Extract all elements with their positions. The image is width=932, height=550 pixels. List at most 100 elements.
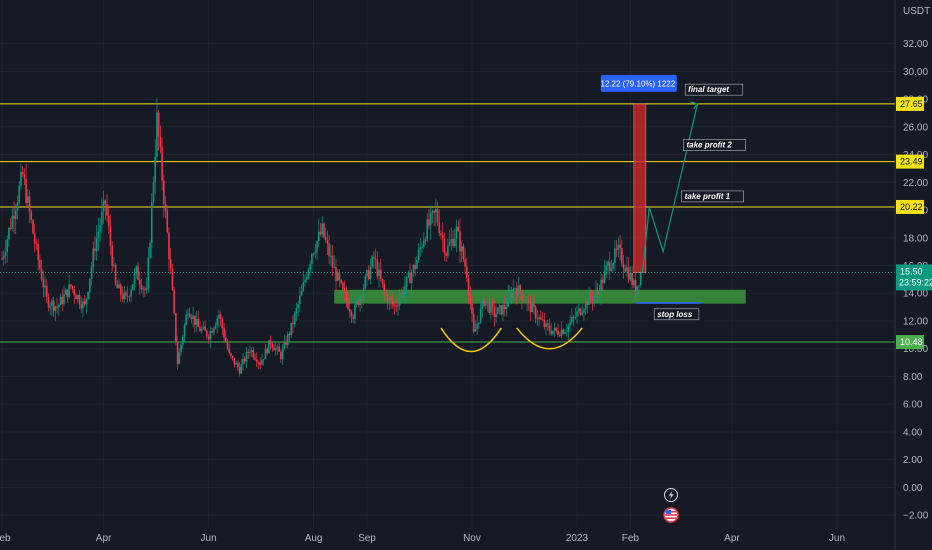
candle-body [169, 259, 172, 269]
candle-body [171, 268, 174, 291]
annotation-box [684, 83, 744, 96]
candle-body [608, 261, 611, 271]
candle-body [111, 245, 113, 266]
candle-body [416, 259, 418, 269]
candle-body [271, 344, 274, 348]
candle-body [577, 308, 580, 312]
candle-body [242, 358, 244, 365]
candle-body [102, 200, 105, 212]
candle-body [192, 315, 194, 320]
candle-body [175, 312, 177, 343]
candle-body [180, 344, 182, 353]
candle-body [276, 346, 279, 349]
candle-body [343, 289, 346, 293]
candle-body [61, 296, 64, 304]
candle-body [379, 269, 382, 280]
candle-body [405, 276, 408, 287]
candle-body [161, 147, 163, 181]
candle-body [259, 362, 262, 365]
candle-body [293, 313, 296, 325]
candle-body [605, 265, 608, 271]
candle-body [319, 231, 322, 235]
candle-body [619, 244, 621, 249]
candle-body [49, 306, 52, 308]
candle-body [493, 306, 496, 318]
price-label-text: 10.48 [900, 337, 923, 347]
candle-body [636, 286, 639, 296]
candle-body [453, 238, 456, 247]
candle-body [252, 350, 255, 358]
countdown-text: 23:59:22 [899, 277, 932, 287]
candle-body [467, 277, 470, 295]
candle-body [342, 282, 344, 290]
measure-label: 12.22 (79.10%) 1222 [600, 79, 675, 88]
y-tick-label: 26.00 [903, 122, 928, 133]
candle-body [362, 288, 365, 298]
candle-body [464, 259, 466, 267]
candle-body [388, 297, 391, 303]
candle-body [588, 293, 590, 305]
candle-body [569, 322, 571, 326]
candle-body [397, 305, 399, 307]
candle-body [593, 295, 596, 301]
candle-body [567, 325, 570, 332]
candle-body [11, 215, 14, 229]
candle-body [335, 266, 337, 281]
candle-body [90, 266, 93, 279]
candle-body [178, 352, 181, 364]
candle-body [219, 314, 222, 319]
candle-body [114, 265, 117, 284]
cup-arc [440, 327, 502, 353]
candle-body [328, 243, 330, 257]
y-tick-label: 2.00 [903, 455, 923, 466]
candle-body [638, 285, 640, 287]
us-flag-icon[interactable] [663, 507, 679, 523]
candle-body [99, 225, 101, 232]
candle-body [42, 279, 45, 288]
candle-body [264, 348, 267, 360]
candle-body [407, 272, 410, 277]
candle-body [268, 340, 270, 354]
candle-body [300, 290, 303, 296]
candle-body [436, 209, 439, 223]
price-label-box [896, 335, 924, 350]
candle-body [78, 295, 81, 305]
candle-body [218, 314, 220, 319]
candle-body [66, 289, 69, 298]
candle-body [314, 251, 317, 254]
candle-body [481, 300, 484, 309]
flash-icon[interactable] [664, 488, 678, 502]
candle-body [502, 304, 504, 315]
candle-body [1, 258, 3, 260]
candle-body [30, 211, 33, 221]
candle-body [135, 266, 138, 274]
projection-path [635, 101, 701, 304]
price-label-box [896, 199, 924, 214]
candle-body [426, 219, 429, 240]
candle-body [476, 323, 478, 329]
candle-body [603, 270, 606, 284]
x-tick-label: Feb [622, 533, 640, 544]
annotation-box [681, 190, 744, 203]
price-label-text: 23.49 [900, 157, 923, 167]
candle-body [128, 296, 131, 298]
candle-body [147, 257, 150, 288]
price-label-text: 27.65 [900, 99, 923, 109]
candle-body [59, 296, 62, 305]
candle-body [56, 306, 58, 308]
candle-body [602, 279, 604, 284]
candle-body [311, 254, 313, 264]
candle-body [278, 346, 280, 352]
measure-rect [633, 103, 647, 273]
candle-body [104, 200, 107, 205]
candle-body [583, 309, 585, 313]
candle-body [230, 353, 232, 356]
candle-body [168, 232, 170, 260]
candle-body [622, 263, 625, 269]
candle-body [412, 265, 415, 273]
candle-body [166, 210, 169, 233]
candle-body [352, 316, 354, 319]
x-tick-label: Apr [96, 533, 112, 544]
candle-body [292, 322, 294, 325]
